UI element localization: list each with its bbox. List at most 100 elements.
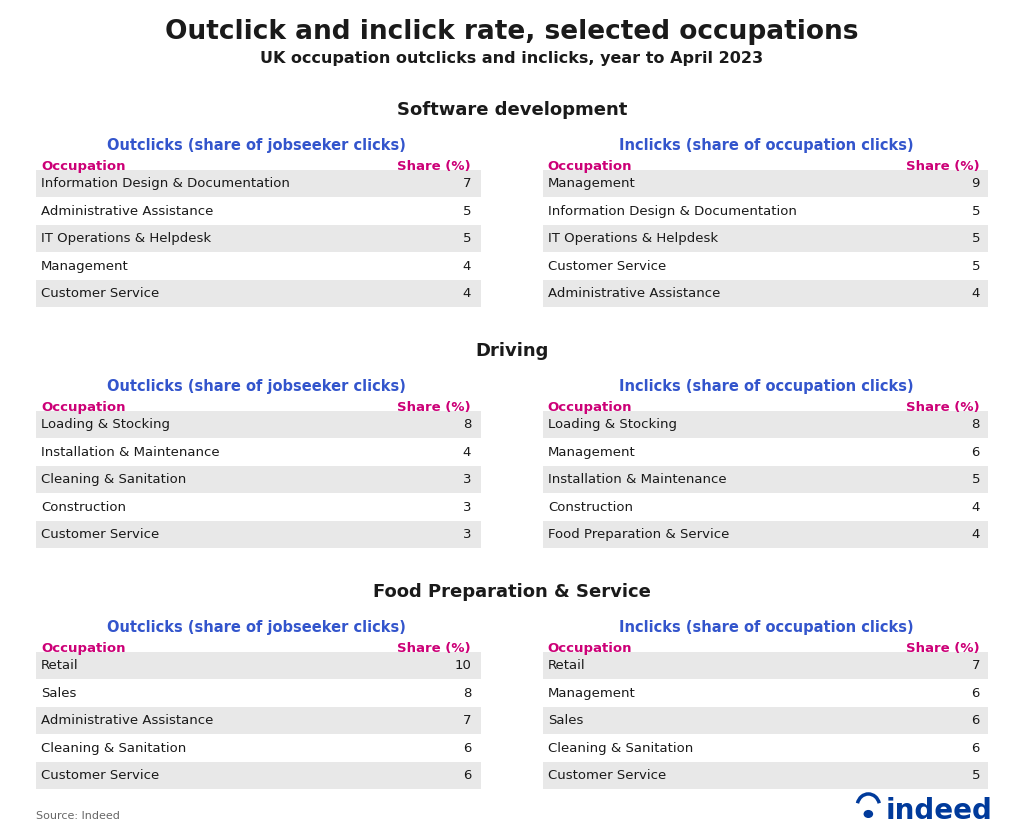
FancyBboxPatch shape [36,735,481,762]
FancyBboxPatch shape [36,494,481,520]
Text: 10: 10 [455,659,471,672]
Text: Software development: Software development [397,101,627,119]
Text: Loading & Stocking: Loading & Stocking [41,418,170,431]
Text: Share (%): Share (%) [397,160,471,173]
FancyBboxPatch shape [543,170,988,198]
Text: Administrative Assistance: Administrative Assistance [548,287,720,300]
Text: 8: 8 [463,418,471,431]
Text: Administrative Assistance: Administrative Assistance [41,204,213,218]
Text: Customer Service: Customer Service [548,769,666,782]
Text: 4: 4 [463,445,471,459]
Text: Construction: Construction [548,500,633,514]
FancyBboxPatch shape [36,279,481,307]
Text: Occupation: Occupation [41,401,126,414]
Text: Management: Management [548,445,636,459]
FancyBboxPatch shape [36,170,481,198]
FancyBboxPatch shape [543,679,988,707]
Text: 4: 4 [463,259,471,273]
FancyBboxPatch shape [36,198,481,224]
Text: Customer Service: Customer Service [548,259,666,273]
Text: 5: 5 [463,232,471,245]
FancyBboxPatch shape [543,707,988,735]
Text: Management: Management [548,177,636,190]
Text: Retail: Retail [548,659,586,672]
FancyBboxPatch shape [543,520,988,549]
Text: 7: 7 [463,714,471,727]
Text: Customer Service: Customer Service [41,528,159,541]
Text: IT Operations & Helpdesk: IT Operations & Helpdesk [548,232,718,245]
Text: 3: 3 [463,500,471,514]
Text: Inclicks (share of occupation clicks): Inclicks (share of occupation clicks) [618,379,913,394]
FancyBboxPatch shape [36,411,481,439]
FancyBboxPatch shape [36,252,481,279]
Text: Cleaning & Sanitation: Cleaning & Sanitation [41,741,186,755]
Text: 6: 6 [972,741,980,755]
Text: Cleaning & Sanitation: Cleaning & Sanitation [41,473,186,486]
Text: Retail: Retail [41,659,79,672]
Text: IT Operations & Helpdesk: IT Operations & Helpdesk [41,232,211,245]
Text: Share (%): Share (%) [906,401,980,414]
Text: Occupation: Occupation [548,401,633,414]
Text: Food Preparation & Service: Food Preparation & Service [373,583,651,601]
FancyBboxPatch shape [543,411,988,439]
Text: Inclicks (share of occupation clicks): Inclicks (share of occupation clicks) [618,138,913,153]
Text: 5: 5 [972,769,980,782]
Text: 5: 5 [463,204,471,218]
Text: 5: 5 [972,259,980,273]
Text: Management: Management [41,259,129,273]
FancyBboxPatch shape [543,252,988,279]
Text: 6: 6 [972,686,980,700]
Text: Outclicks (share of jobseeker clicks): Outclicks (share of jobseeker clicks) [106,138,406,153]
FancyBboxPatch shape [543,465,988,494]
Text: 9: 9 [972,177,980,190]
Text: Occupation: Occupation [41,642,126,656]
Text: Installation & Maintenance: Installation & Maintenance [41,445,219,459]
Text: Outclick and inclick rate, selected occupations: Outclick and inclick rate, selected occu… [165,18,859,45]
FancyBboxPatch shape [36,224,481,252]
Text: 4: 4 [972,500,980,514]
Text: 3: 3 [463,473,471,486]
Text: 6: 6 [972,445,980,459]
FancyBboxPatch shape [36,520,481,549]
Text: 6: 6 [463,769,471,782]
FancyBboxPatch shape [543,735,988,762]
Text: Administrative Assistance: Administrative Assistance [41,714,213,727]
Text: Sales: Sales [41,686,77,700]
Text: 7: 7 [972,659,980,672]
Text: Occupation: Occupation [41,160,126,173]
FancyBboxPatch shape [36,679,481,707]
Text: Driving: Driving [475,342,549,360]
FancyBboxPatch shape [543,198,988,224]
Text: Customer Service: Customer Service [41,287,159,300]
Text: Share (%): Share (%) [397,401,471,414]
Text: 6: 6 [972,714,980,727]
FancyBboxPatch shape [543,762,988,789]
Text: 3: 3 [463,528,471,541]
Text: Loading & Stocking: Loading & Stocking [548,418,677,431]
Text: Cleaning & Sanitation: Cleaning & Sanitation [548,741,693,755]
FancyBboxPatch shape [543,494,988,520]
Text: 5: 5 [972,232,980,245]
Text: Source: Indeed: Source: Indeed [36,811,120,821]
FancyBboxPatch shape [543,279,988,307]
Text: 6: 6 [463,741,471,755]
Text: 5: 5 [972,473,980,486]
Text: 4: 4 [972,287,980,300]
Text: Sales: Sales [548,714,584,727]
Text: indeed: indeed [886,796,992,825]
Text: Food Preparation & Service: Food Preparation & Service [548,528,729,541]
Text: Installation & Maintenance: Installation & Maintenance [548,473,726,486]
Text: Inclicks (share of occupation clicks): Inclicks (share of occupation clicks) [618,620,913,635]
Text: Outclicks (share of jobseeker clicks): Outclicks (share of jobseeker clicks) [106,379,406,394]
Text: Customer Service: Customer Service [41,769,159,782]
Text: 4: 4 [463,287,471,300]
Text: 4: 4 [972,528,980,541]
Text: 5: 5 [972,204,980,218]
Text: Occupation: Occupation [548,642,633,656]
Text: Management: Management [548,686,636,700]
Text: UK occupation outclicks and inclicks, year to April 2023: UK occupation outclicks and inclicks, ye… [260,51,764,66]
FancyBboxPatch shape [36,762,481,789]
FancyBboxPatch shape [543,224,988,252]
FancyBboxPatch shape [543,439,988,466]
Text: 8: 8 [972,418,980,431]
